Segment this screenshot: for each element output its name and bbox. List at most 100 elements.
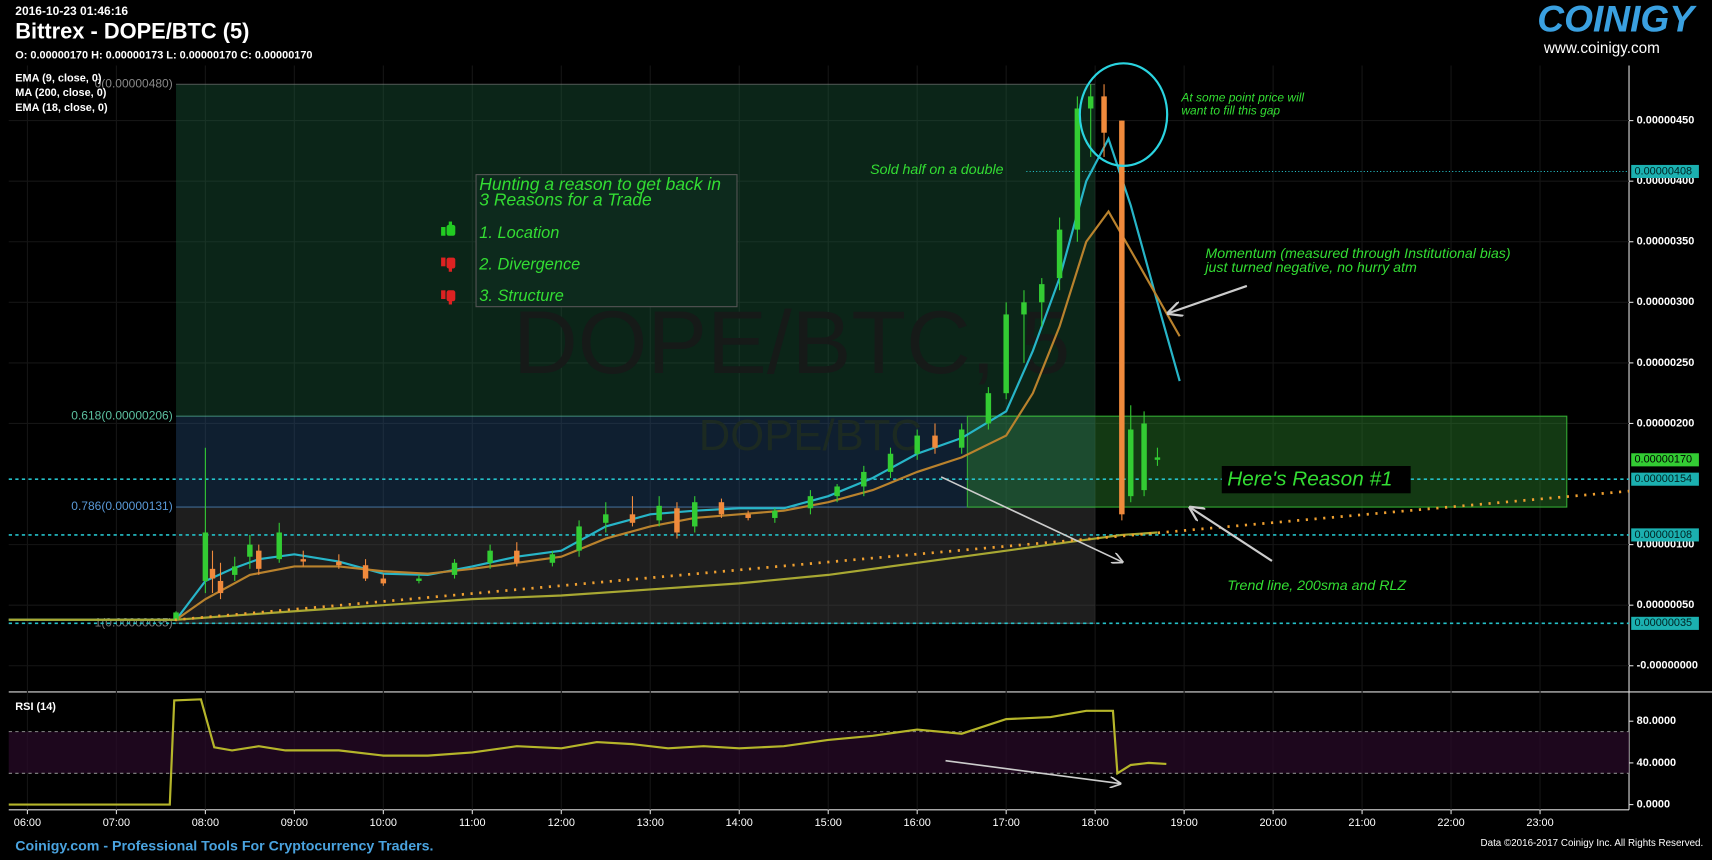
rsi-tick-label: 0.0000: [1637, 798, 1670, 810]
title: Bittrex - DOPE/BTC (5): [15, 19, 249, 44]
candle-body: [232, 566, 238, 575]
candle-body: [247, 544, 253, 557]
fib-zone: [176, 416, 1096, 508]
x-tick-label: 15:00: [815, 817, 842, 829]
price-tag: [1631, 616, 1699, 630]
candle-body: [576, 526, 582, 551]
price-tag-label: 0.00000154: [1634, 473, 1692, 485]
indicator-line: [8, 531, 1158, 621]
rsi-title: RSI (14): [15, 701, 56, 713]
gap-note: At some point price will: [1180, 90, 1304, 104]
x-tick-label: 18:00: [1082, 817, 1109, 829]
candle-body: [380, 578, 387, 584]
momentum-note: just turned negative, no hurry atm: [1203, 260, 1417, 276]
trend-note: Trend line, 200sma and RLZ: [1227, 578, 1407, 594]
rsi-tick-label: 80.0000: [1637, 715, 1676, 727]
candle-body: [1119, 120, 1125, 515]
y-tick-label: 0.00000450: [1637, 114, 1695, 126]
footer-left: Coinigy.com - Professional Tools For Cry…: [15, 839, 433, 855]
candle-body: [336, 561, 342, 566]
logo-url: www.coinigy.com: [1543, 40, 1660, 57]
candle-body: [1003, 314, 1009, 394]
candle-body: [202, 532, 209, 581]
note-box: [475, 174, 738, 308]
thumb-down: [441, 257, 456, 272]
main-layer: 0.00000408 0.00000154 0.00000108 0.00000035…: [8, 72, 1699, 806]
candle-body: [1021, 302, 1027, 315]
arrow: [1190, 507, 1273, 562]
fib-label: 0(0.00000480): [95, 76, 173, 90]
y-tick-label: 0.00000100: [1637, 538, 1695, 550]
x-tick-label: 12:00: [548, 817, 575, 829]
candle-body: [958, 429, 965, 448]
ohlc: O: 0.00000170 H: 0.00000173 L: 0.0000017…: [15, 50, 312, 62]
candle-body: [861, 471, 867, 487]
x-tick-label: 11:00: [459, 817, 485, 829]
candle-body: [985, 393, 992, 424]
candle-body: [603, 514, 609, 523]
y-tick-label: -0.00000000: [1637, 660, 1698, 672]
price-tag-label: 0.00000408: [1634, 165, 1692, 177]
x-tick-label: 13:00: [637, 817, 664, 829]
watermark: DOPE/BTC, 5: [513, 292, 1070, 392]
candle-body: [1141, 423, 1147, 491]
reason-bg: [1221, 466, 1411, 494]
y-tick-label: 0.00000250: [1637, 357, 1695, 369]
watermark-small: DOPE/BTC: [699, 411, 922, 460]
x-tick-label: 23:00: [1526, 817, 1553, 829]
candle-body: [1128, 429, 1134, 497]
candle-body: [1154, 457, 1161, 460]
candle-body: [834, 486, 840, 497]
candle-body: [256, 550, 262, 569]
x-tick-label: 17:00: [993, 817, 1020, 829]
x-tick-label: 21:00: [1348, 817, 1375, 829]
momentum-note: Momentum (measured through Institutional…: [1205, 246, 1510, 262]
price-tag: [1631, 472, 1699, 486]
thumb-down: [441, 290, 456, 305]
back-layer: 06:00 07:00 08:00 09:00 10:00 11:00 12:00 13:00…: [8, 65, 1712, 829]
fib-label: 0.618(0.00000206): [71, 408, 172, 422]
gap-circle: [1078, 62, 1169, 167]
candle-body: [1056, 229, 1063, 279]
candle-body: [300, 559, 306, 562]
indicator-line: [175, 209, 1181, 621]
candle-body: [549, 554, 556, 563]
candle-body: [416, 578, 422, 581]
x-tick-label: 22:00: [1437, 817, 1464, 829]
candle-body: [451, 562, 458, 575]
logo: COINIGY: [1537, 0, 1697, 40]
x-tick-label: 16:00: [904, 817, 931, 829]
fib-label: 1(0.00000035): [95, 616, 173, 630]
x-tick-label: 06:00: [14, 817, 41, 829]
note-line: 3. Structure: [479, 287, 564, 305]
x-tick-label: 19:00: [1170, 817, 1197, 829]
last-price-label: 0.00000170: [1634, 454, 1692, 466]
legend-entry: MA (200, close, 0): [15, 87, 107, 99]
reason-zone: [966, 415, 1568, 508]
candle-body: [674, 508, 680, 533]
candle-body: [932, 435, 938, 448]
note-line: Hunting a reason to get back in: [479, 174, 721, 194]
candle-body: [914, 435, 920, 454]
candle-body: [487, 550, 493, 563]
candle-body: [362, 565, 369, 579]
price-tag: [1631, 528, 1699, 542]
x-tick-label: 20:00: [1259, 817, 1286, 829]
y-tick-label: 0.00000200: [1637, 417, 1695, 429]
arrow: [940, 476, 1122, 562]
sold-note: Sold half on a double: [870, 162, 1003, 178]
candle-body: [656, 505, 662, 521]
candle-body: [629, 514, 636, 523]
candle-body: [514, 550, 520, 563]
reason-note: Here's Reason #1: [1227, 468, 1392, 491]
candle-body: [772, 510, 778, 518]
candle-body: [745, 514, 751, 518]
note-line: 1. Location: [479, 224, 559, 242]
candle-body: [209, 568, 216, 579]
note-line: 3 Reasons for a Trade: [479, 189, 652, 209]
x-tick-label: 08:00: [192, 817, 219, 829]
price-tag-label: 0.00000108: [1634, 529, 1692, 541]
